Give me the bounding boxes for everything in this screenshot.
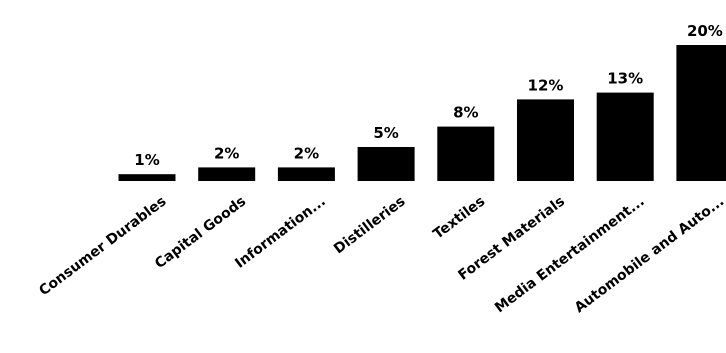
category-label-4: Textiles: [430, 193, 488, 242]
bar-4: [437, 126, 495, 181]
bar-2: [277, 167, 335, 181]
value-label-0: 1%: [134, 151, 159, 169]
category-label-7: Automobile and Auto...: [572, 193, 726, 316]
category-label-0: Consumer Durables: [36, 193, 169, 299]
value-label-3: 5%: [373, 124, 398, 142]
category-label-6: Media Entertainment...: [492, 193, 648, 316]
bars-group: [118, 45, 726, 181]
bar-1: [198, 167, 256, 181]
bar-7: [676, 45, 726, 181]
value-labels-group: 1% 2% 2% 5% 8% 12% 13% 20%: [134, 22, 723, 169]
bar-6: [596, 92, 654, 181]
value-label-7: 20%: [687, 22, 723, 40]
bar-0: [118, 174, 176, 181]
value-label-4: 8%: [453, 104, 478, 122]
value-label-6: 13%: [607, 70, 643, 88]
bar-3: [357, 147, 415, 181]
value-label-5: 12%: [528, 76, 564, 94]
bar-5: [517, 99, 574, 181]
value-label-2: 2%: [294, 144, 319, 162]
value-label-1: 2%: [214, 144, 239, 162]
category-label-3: Distilleries: [331, 193, 408, 257]
